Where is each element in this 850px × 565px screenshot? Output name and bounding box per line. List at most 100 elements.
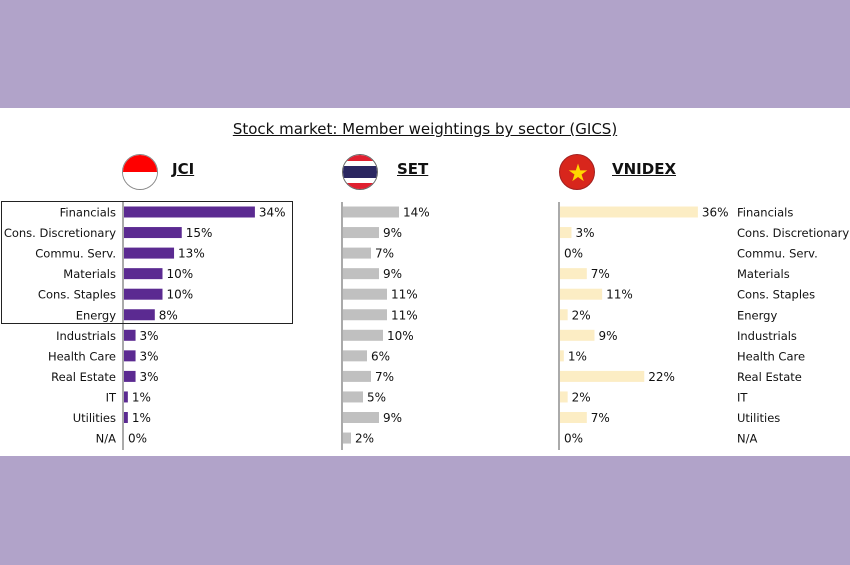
data-label: 10% [167, 288, 194, 302]
category-label: Industrials [737, 329, 797, 343]
bar-jci [124, 288, 163, 300]
data-label: 7% [591, 267, 610, 281]
data-label: 2% [355, 432, 374, 446]
bar-jci [124, 350, 136, 362]
category-label: Health Care [737, 349, 805, 363]
bar-set [343, 206, 399, 218]
data-label: 13% [178, 247, 205, 261]
data-label: 10% [167, 267, 194, 281]
data-label: 8% [159, 308, 178, 322]
bar-vnidex [560, 227, 572, 239]
data-label: 1% [132, 411, 151, 425]
category-label: Cons. Discretionary [737, 226, 849, 240]
data-label: 36% [702, 206, 729, 220]
bar-set [343, 227, 379, 239]
vietnam-flag-icon: ★ [559, 154, 595, 190]
bar-set [343, 412, 379, 423]
category-label: Materials [63, 267, 116, 281]
data-label: 5% [367, 390, 386, 404]
data-label: 11% [606, 288, 633, 302]
data-label: 11% [391, 308, 418, 322]
bar-vnidex [560, 309, 568, 321]
index-label-jci: JCI [172, 160, 195, 178]
bar-set [343, 391, 363, 403]
category-label: Energy [737, 308, 777, 322]
data-label: 10% [387, 329, 414, 343]
bar-vnidex [560, 288, 603, 300]
data-label: 6% [371, 349, 390, 363]
data-label: 14% [403, 206, 430, 220]
bar-jci [124, 412, 128, 423]
indonesia-flag-icon [122, 154, 158, 190]
category-label: IT [106, 390, 117, 404]
bar-jci [124, 370, 136, 382]
category-label: Materials [737, 267, 790, 281]
chart-title: Stock market: Member weightings by secto… [232, 120, 618, 138]
category-label: Industrials [56, 329, 116, 343]
bar-vnidex [560, 206, 698, 218]
bar-jci [124, 227, 182, 239]
data-label: 2% [572, 308, 591, 322]
category-label: Cons. Staples [737, 288, 815, 302]
data-label: 3% [575, 226, 594, 240]
data-label: 7% [375, 370, 394, 384]
bar-vnidex [560, 350, 564, 362]
data-label: 11% [391, 288, 418, 302]
category-label: Cons. Discretionary [4, 226, 116, 240]
category-label: Utilities [73, 411, 116, 425]
category-label: Commu. Serv. [737, 247, 818, 261]
category-label: Real Estate [737, 370, 802, 384]
index-label-set: SET [397, 160, 429, 178]
bar-set [343, 268, 379, 280]
bar-set [343, 288, 387, 300]
data-label: 9% [383, 411, 402, 425]
bar-jci [124, 329, 136, 341]
data-label: 3% [140, 370, 159, 384]
category-label: IT [737, 390, 748, 404]
category-label: Cons. Staples [38, 288, 116, 302]
data-label: 3% [140, 349, 159, 363]
data-label: 34% [259, 206, 286, 220]
bar-vnidex [560, 370, 645, 382]
index-label-vnidex: VNIDEX [612, 160, 677, 178]
data-label: 15% [186, 226, 213, 240]
data-label: 7% [375, 247, 394, 261]
category-label: Health Care [48, 349, 116, 363]
bar-vnidex [560, 268, 587, 280]
bar-vnidex [560, 412, 587, 423]
data-label: 0% [564, 247, 583, 261]
data-label: 9% [383, 226, 402, 240]
bar-jci [124, 206, 255, 218]
bar-set [343, 247, 371, 259]
bar-vnidex [560, 391, 568, 403]
data-label: 3% [140, 329, 159, 343]
bar-set [343, 350, 367, 362]
bar-jci [124, 268, 163, 280]
bar-jci [124, 309, 155, 321]
bar-set [343, 432, 351, 444]
bar-jci [124, 247, 175, 259]
data-label: 22% [648, 370, 675, 384]
category-label: Commu. Serv. [35, 247, 116, 261]
highlight-box [1, 201, 293, 324]
data-label: 1% [132, 390, 151, 404]
category-label: Financials [60, 206, 116, 220]
category-label: Financials [737, 206, 793, 220]
bar-jci [124, 391, 128, 403]
bar-set [343, 370, 371, 382]
data-label: 1% [568, 349, 587, 363]
thailand-flag-icon [342, 154, 378, 190]
data-label: 0% [564, 432, 583, 446]
category-label: Real Estate [51, 370, 116, 384]
bar-vnidex [560, 329, 595, 341]
data-label: 2% [572, 390, 591, 404]
category-label: N/A [737, 432, 757, 446]
data-label: 9% [598, 329, 617, 343]
bar-set [343, 329, 383, 341]
data-label: 9% [383, 267, 402, 281]
data-label: 0% [128, 432, 147, 446]
bar-set [343, 309, 387, 321]
category-label: Energy [76, 308, 116, 322]
category-label: N/A [96, 432, 116, 446]
